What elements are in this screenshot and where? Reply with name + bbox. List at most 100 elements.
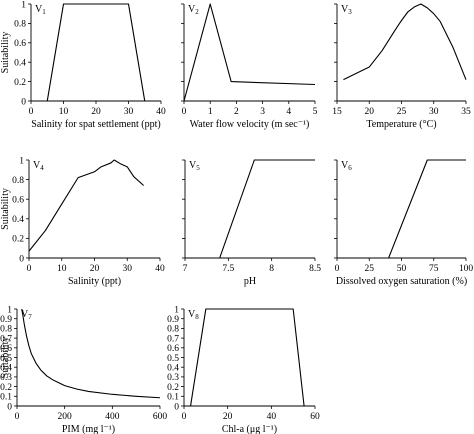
panel-tag-index: 7 [28, 313, 32, 321]
x-tick-label: 7 [183, 264, 188, 274]
x-tick-label: 3 [260, 107, 265, 117]
panel-tag: V2 [188, 4, 199, 16]
x-tick-label: 30 [429, 107, 439, 117]
y-tick-label: 0.1 [0, 393, 12, 403]
panel-tag-index: 3 [348, 8, 352, 16]
panel-tag-index: 2 [195, 8, 199, 16]
x-tick-label: 40 [156, 107, 166, 117]
panel-tag-letter: V [33, 160, 41, 171]
panel-tag: V4 [33, 160, 44, 172]
x-tick-label: 5 [313, 107, 318, 117]
y-tick-label: 0.1 [167, 393, 179, 403]
suitability-curve-v2 [183, 3, 316, 102]
panel-v1: 0 10 20 30 40 0 0.2 0.4 0.6 0.8 1 Salinity for spat… [0, 0, 166, 130]
x-tick-label: 0 [29, 107, 34, 117]
panel-tag-index: 5 [196, 164, 200, 172]
y-tick-label: 0.4 [0, 364, 12, 374]
panel-v7: 0 200 400 600 00.10.20.30.40.50.60.70.80.91 P… [0, 305, 167, 434]
y-tick-label: 0.9 [0, 315, 12, 325]
panel-tag-index: 6 [348, 164, 352, 172]
x-tick-label: 35 [461, 107, 471, 117]
panel-tag-letter: V [21, 309, 29, 320]
x-axis-title: pH [244, 276, 256, 287]
x-tick-label: 0 [27, 264, 32, 274]
panel-tag-letter: V [341, 160, 349, 171]
panel-tag: V5 [189, 160, 200, 172]
panel-tag-letter: V [188, 309, 196, 320]
y-tick-label: 0.5 [0, 354, 12, 364]
y-axis-title: Suitability [0, 32, 11, 74]
x-tick-label: 100 [459, 264, 474, 274]
y-tick-label: 0.4 [14, 59, 26, 69]
y-tick-label: 1 [19, 156, 24, 166]
panel-tag-letter: V [341, 4, 349, 15]
panel-tag: V7 [21, 309, 32, 321]
x-tick-label: 4 [286, 107, 291, 117]
y-tick-label: 0.2 [0, 383, 12, 393]
y-tick-label: 0.2 [167, 383, 179, 393]
x-tick-label: 2 [234, 107, 239, 117]
y-tick-label: 0.6 [167, 344, 179, 354]
suitability-curve-v6 [337, 159, 466, 259]
panel-tag-index: 8 [195, 313, 199, 321]
y-tick-label: 1 [7, 305, 12, 315]
y-tick-label: 0.2 [12, 235, 24, 245]
panel-v6: 0 25 50 75 100 Dissolved oxygen saturation (%… [334, 159, 474, 287]
y-tick-label: 0.8 [0, 325, 12, 335]
x-tick-label: 25 [365, 264, 375, 274]
panel-tag: V6 [341, 160, 352, 172]
x-tick-label: 10 [59, 107, 69, 117]
y-tick-label: 0 [19, 254, 24, 264]
x-tick-label: 60 [310, 412, 320, 422]
panel-tag: V8 [188, 309, 199, 321]
suitability-curve-v7 [21, 308, 161, 399]
panel-v5: 7 7.5 8 8.5 pH V5 [182, 159, 321, 287]
x-tick-label: 8.5 [309, 264, 321, 274]
suitability-curve-v1 [31, 3, 161, 102]
y-tick-label: 0.3 [0, 373, 12, 383]
x-tick-label: 15 [332, 107, 342, 117]
x-axis-title: Dissolved oxygen saturation (%) [336, 276, 467, 287]
y-tick-label: 0 [174, 402, 179, 412]
y-tick-label: 0 [21, 97, 26, 107]
x-tick-label: 40 [267, 412, 277, 422]
y-tick-label: 0.8 [14, 20, 26, 30]
x-tick-label: 20 [90, 264, 100, 274]
x-tick-label: 0 [182, 412, 187, 422]
x-axis-title: Salinity (ppt) [68, 276, 121, 287]
x-axis-title: Temperature (°C) [366, 119, 436, 130]
x-tick-label: 30 [124, 107, 134, 117]
suitability-curve-v4 [28, 159, 144, 252]
x-tick-label: 20 [223, 412, 233, 422]
x-axis-title: Chl-a (μg l⁻¹) [222, 424, 277, 434]
x-tick-label: 20 [91, 107, 101, 117]
y-tick-label: 0.6 [12, 196, 24, 206]
x-tick-label: 600 [153, 412, 168, 422]
y-tick-label: 0.4 [12, 215, 24, 225]
x-tick-label: 0 [182, 107, 187, 117]
x-axis-title: PIM (mg l⁻¹) [62, 424, 115, 434]
x-tick-label: 7.5 [222, 264, 234, 274]
y-tick-label: 0.6 [0, 344, 12, 354]
y-tick-label: 0.7 [0, 334, 12, 344]
x-tick-label: 75 [429, 264, 439, 274]
y-tick-label: 0.7 [167, 334, 179, 344]
panel-tag-index: 1 [42, 8, 46, 16]
x-tick-label: 8 [269, 264, 274, 274]
x-axis-title: Salinity for spat settlement (ppt) [31, 119, 160, 130]
y-tick-label: 0.8 [167, 325, 179, 335]
y-tick-label: 0.2 [14, 78, 26, 88]
x-tick-label: 20 [365, 107, 375, 117]
suitability-curve-v5 [185, 159, 315, 259]
y-tick-label: 0.5 [167, 354, 179, 364]
y-axis-title: Suitability [0, 188, 11, 230]
x-tick-label: 30 [123, 264, 133, 274]
x-tick-label: 0 [335, 264, 340, 274]
panel-v4: 0 10 20 30 40 0 0.2 0.4 0.6 0.8 1 Salinity (ppt) Sui… [0, 156, 165, 287]
panel-tag-index: 4 [40, 164, 44, 172]
y-tick-label: 0.4 [167, 364, 179, 374]
x-tick-label: 0 [15, 412, 20, 422]
